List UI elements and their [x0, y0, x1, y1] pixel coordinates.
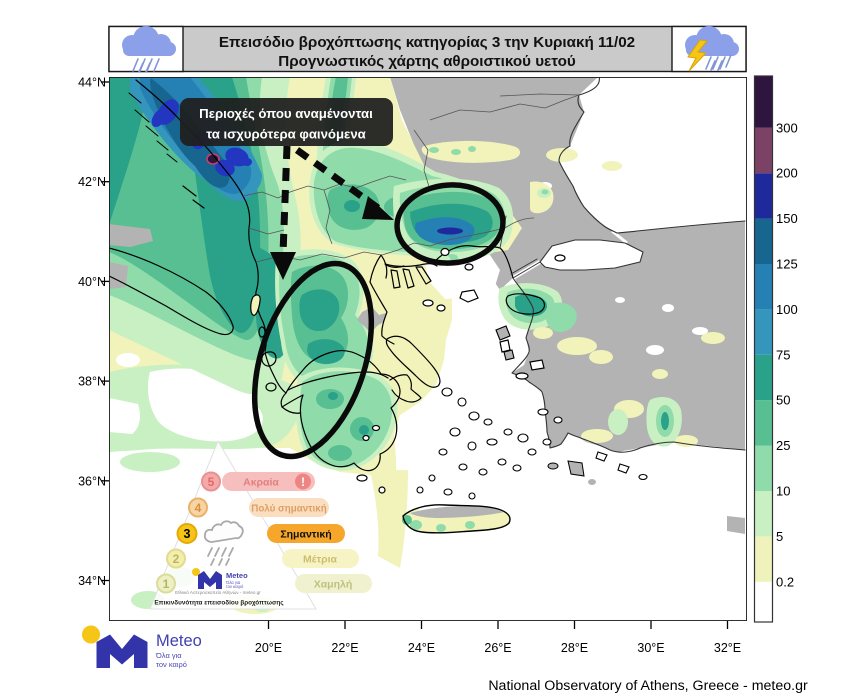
- svg-text:Πολύ σημαντική: Πολύ σημαντική: [251, 504, 326, 515]
- svg-text:75: 75: [776, 347, 790, 362]
- svg-text:Meteo: Meteo: [156, 632, 202, 650]
- svg-text:38°N: 38°N: [78, 375, 106, 389]
- svg-text:Περιοχές όπου αναμένονται: Περιοχές όπου αναμένονται: [199, 106, 373, 121]
- svg-text:τον καιρό: τον καιρό: [156, 660, 187, 669]
- svg-text:5: 5: [776, 529, 783, 544]
- svg-text:125: 125: [776, 257, 798, 272]
- svg-text:34°N: 34°N: [78, 574, 106, 588]
- svg-text:40°N: 40°N: [78, 275, 106, 289]
- svg-text:10: 10: [776, 484, 790, 499]
- svg-text:36°N: 36°N: [78, 474, 106, 488]
- svg-text:100: 100: [776, 302, 798, 317]
- svg-text:150: 150: [776, 211, 798, 226]
- svg-text:5: 5: [208, 475, 215, 489]
- svg-text:300: 300: [776, 120, 798, 135]
- svg-text:30°E: 30°E: [637, 641, 664, 655]
- svg-text:Ακραία: Ακραία: [243, 477, 279, 489]
- svg-text:28°E: 28°E: [561, 641, 588, 655]
- svg-text:42°N: 42°N: [78, 175, 106, 189]
- svg-text:24°E: 24°E: [408, 641, 435, 655]
- svg-text:1: 1: [163, 577, 170, 591]
- svg-text:4: 4: [195, 501, 202, 515]
- svg-text:Εθνικό Αστεροσκοπείο Αθηνών -: Εθνικό Αστεροσκοπείο Αθηνών - meteo.gr: [175, 589, 261, 595]
- svg-text:50: 50: [776, 393, 790, 408]
- svg-text:20°E: 20°E: [255, 641, 282, 655]
- svg-text:3: 3: [184, 527, 191, 541]
- svg-text:22°E: 22°E: [331, 641, 358, 655]
- svg-text:Meteo: Meteo: [226, 571, 248, 580]
- svg-text:25: 25: [776, 438, 790, 453]
- svg-text:Μέτρια: Μέτρια: [303, 554, 338, 566]
- svg-text:Όλα για: Όλα για: [155, 651, 182, 660]
- svg-text:200: 200: [776, 166, 798, 181]
- svg-text:Όλα για: Όλα για: [225, 580, 241, 585]
- svg-text:!: !: [301, 475, 305, 489]
- svg-text:Χαμηλή: Χαμηλή: [314, 579, 353, 591]
- svg-text:2: 2: [173, 552, 180, 566]
- svg-text:26°E: 26°E: [484, 641, 511, 655]
- svg-text:44°N: 44°N: [78, 76, 106, 90]
- svg-text:Επεισόδιο βροχόπτωσης κατηγορί: Επεισόδιο βροχόπτωσης κατηγορίας 3 την Κ…: [219, 34, 635, 51]
- svg-text:Επικινδυνότητα επεισοδίου βροχ: Επικινδυνότητα επεισοδίου βροχόπτωσης: [154, 600, 284, 607]
- svg-text:Σημαντική: Σημαντική: [280, 529, 331, 541]
- svg-text:32°E: 32°E: [714, 641, 741, 655]
- svg-text:τα ισχυρότερα φαινόμενα: τα ισχυρότερα φαινόμενα: [206, 127, 366, 142]
- svg-text:0.2: 0.2: [776, 574, 794, 589]
- svg-text:National Observatory of Athens: National Observatory of Athens, Greece -…: [488, 678, 808, 694]
- svg-text:Προγνωστικός χάρτης αθροιστικο: Προγνωστικός χάρτης αθροιστικού υετού: [278, 53, 576, 70]
- svg-text:τον καιρό: τον καιρό: [226, 584, 244, 589]
